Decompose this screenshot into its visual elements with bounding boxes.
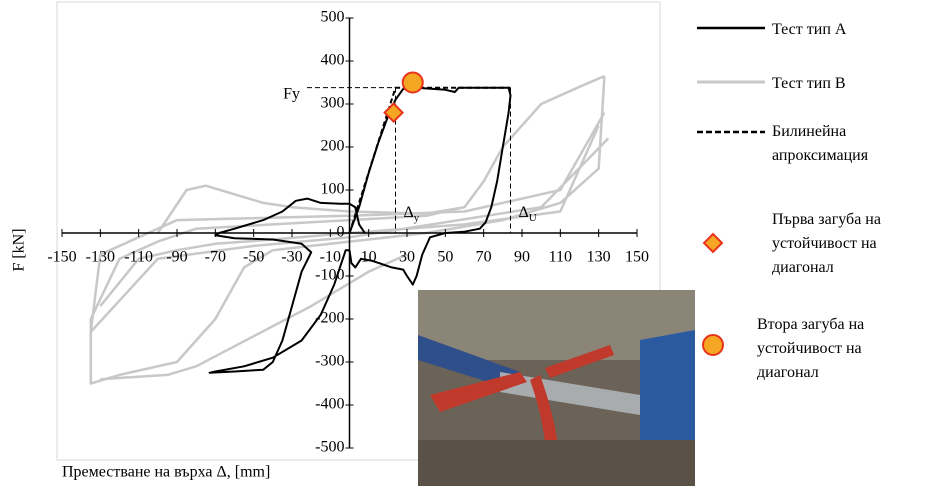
x-tick-label: -50 <box>243 249 264 266</box>
x-tick-label: 50 <box>437 249 453 266</box>
marker <box>383 102 404 124</box>
annotation: ΔU <box>519 204 537 224</box>
photo-brace <box>545 345 614 378</box>
y-tick-label: 0 <box>337 224 345 241</box>
legend-label: Втора загуба на устойчивост на диагонал <box>757 316 865 381</box>
marker <box>702 334 724 356</box>
y-tick-label: 500 <box>321 9 345 26</box>
photo-floor <box>418 440 695 486</box>
annotation: Fy <box>283 85 300 102</box>
legend-label: Тест тип А <box>772 21 847 38</box>
x-tick-label: 110 <box>549 249 572 266</box>
x-tick-label: -110 <box>124 249 153 266</box>
y-axis-label: F [kN] <box>11 228 28 271</box>
marker <box>401 71 424 94</box>
y-tick-label: -500 <box>315 439 344 456</box>
marker <box>702 232 724 254</box>
y-tick-label: -400 <box>315 396 344 413</box>
photo <box>418 290 695 486</box>
plot-frame <box>56 1 661 461</box>
legend-label: Билинейна апроксимация <box>772 123 869 164</box>
y-tick-label: 400 <box>321 52 345 69</box>
x-tick-label: -90 <box>166 249 187 266</box>
photo-brace <box>430 372 527 412</box>
photo-beam <box>418 335 520 392</box>
x-tick-label: 10 <box>361 249 377 266</box>
x-tick-label: -30 <box>281 249 302 266</box>
legend-label: Първа загуба на устойчивост на диагонал <box>772 211 881 276</box>
y-tick-label: 300 <box>321 95 345 112</box>
x-tick-label: -130 <box>86 249 115 266</box>
y-tick-label: -200 <box>315 310 344 327</box>
legend-label: Тест тип В <box>772 75 846 92</box>
y-tick-label: 100 <box>321 181 345 198</box>
x-tick-label: -70 <box>205 249 226 266</box>
y-tick-label: 200 <box>321 138 345 155</box>
x-tick-label: 30 <box>399 249 415 266</box>
x-tick-label: -10 <box>320 249 341 266</box>
x-axis-label: Преместване на върха Δ, [mm] <box>62 464 270 481</box>
x-tick-label: 90 <box>514 249 530 266</box>
annotation: Δy <box>404 204 420 224</box>
x-tick-label: 150 <box>625 249 649 266</box>
x-tick-label: 70 <box>476 249 492 266</box>
y-tick-label: -300 <box>315 353 344 370</box>
y-tick-label: -100 <box>315 267 344 284</box>
x-tick-label: -150 <box>47 249 76 266</box>
x-tick-label: 130 <box>587 249 611 266</box>
